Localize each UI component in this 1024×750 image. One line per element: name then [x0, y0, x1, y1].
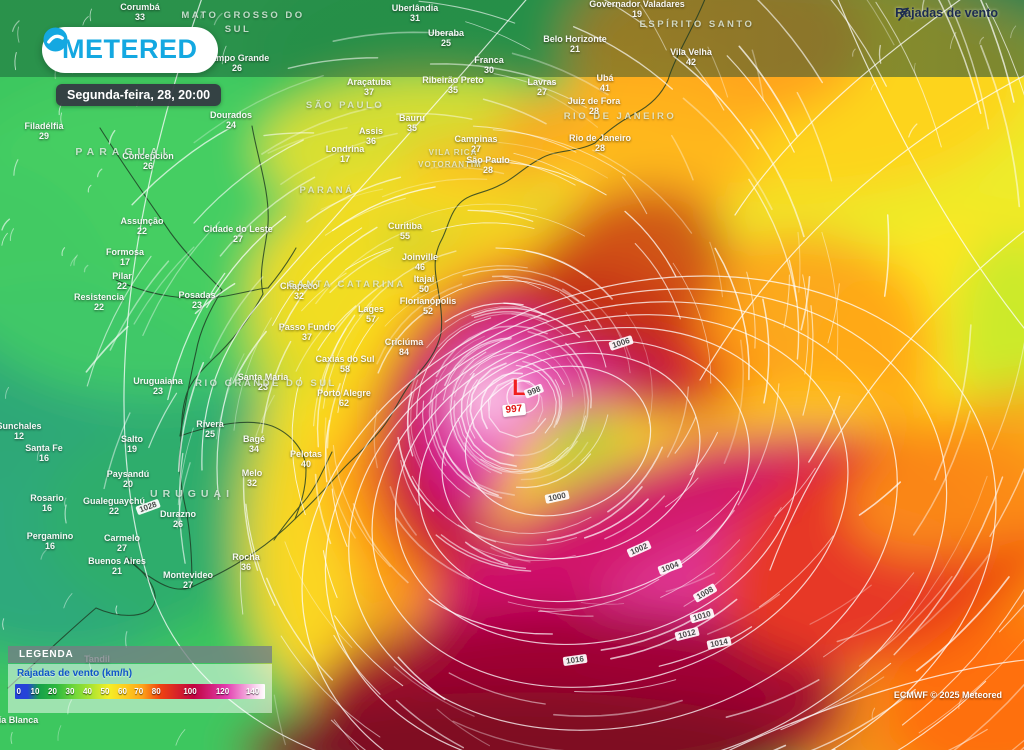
- meteored-logo[interactable]: METE RED: [42, 27, 218, 73]
- city-label: Ubá 41: [596, 73, 614, 93]
- city-label: Rivera 25: [196, 419, 224, 439]
- city-label: Posadas 23: [178, 290, 216, 310]
- city-label: Resistencia 22: [73, 292, 125, 312]
- legend-tick: 0: [16, 687, 21, 696]
- city-label: Filadélfia 29: [24, 121, 64, 141]
- city-label: Rio de Janeiro 28: [568, 133, 632, 153]
- city-label: Uberlândia 31: [391, 3, 439, 23]
- city-label: Pergamino 16: [26, 531, 74, 551]
- city-label: Carmelo 27: [103, 533, 141, 553]
- city-label: Bauru 35: [398, 113, 426, 133]
- city-label: Pilar 22: [112, 271, 132, 291]
- region-label: MATO GROSSO DO: [181, 10, 305, 21]
- legend-panel: Rajadas de vento (km/h) 0 10 20 30 40 50 60 70 8…: [8, 664, 272, 713]
- city-label: Bagé 34: [242, 434, 266, 454]
- legend-colorbar: 0 10 20 30 40 50 60 70 80 100 120 140: [15, 684, 265, 699]
- logo-text-prefix: METE: [62, 34, 140, 64]
- legend-title-bar: LEGENDA: [8, 646, 272, 663]
- region-label: VOTORANTIM: [418, 160, 482, 169]
- region-label: RIO DE JANEIRO: [563, 111, 677, 122]
- isobar-label: 1006: [608, 335, 634, 351]
- region-label: PARAGUAI: [75, 146, 171, 158]
- attribution: ECMWF © 2025 Meteored: [893, 690, 1002, 700]
- city-label: Curitiba 55: [387, 221, 423, 241]
- legend-tick: 70: [134, 687, 144, 696]
- city-label: Passo Fundo 37: [278, 322, 336, 342]
- legend-tick: 80: [151, 687, 161, 696]
- isobar-label: 1012: [674, 626, 700, 642]
- region-label: PARANÁ: [299, 185, 355, 196]
- city-label: Formosa 17: [105, 247, 145, 267]
- low-pressure-value: 997: [502, 402, 526, 418]
- city-label: Joinville 46: [401, 252, 439, 272]
- city-label: Governador Valadares 19: [589, 0, 685, 19]
- city-label: Lages 57: [357, 304, 385, 324]
- city-label: Porto Alegre 62: [317, 388, 371, 408]
- city-label: Franca 30: [474, 55, 504, 75]
- region-label: RIO GRANDE DO SUL: [195, 378, 337, 389]
- city-label: Criciúma 84: [384, 337, 424, 357]
- legend-tick: 40: [83, 687, 92, 696]
- legend-tick: 20: [48, 687, 57, 696]
- city-label: Rosario 16: [30, 493, 64, 513]
- city-label: Corumbá 33: [120, 2, 160, 22]
- city-label: Cidade do Leste 27: [203, 224, 273, 244]
- city-label: Uruguaiana 23: [133, 376, 183, 396]
- city-label: Pelotas 40: [289, 449, 323, 469]
- legend-tick: 140: [245, 687, 260, 696]
- region-label: VILA RICA: [428, 148, 478, 157]
- legend-tick: 60: [118, 687, 127, 696]
- city-label: Caxias do Sul 58: [315, 354, 375, 374]
- datetime-badge: Segunda-feira, 28, 20:00: [56, 84, 222, 106]
- city-label: Sunchales 12: [0, 421, 42, 441]
- region-label: SUL: [224, 24, 252, 35]
- city-label: Santa Fe 16: [25, 443, 63, 463]
- city-label: Londrina 17: [325, 144, 365, 164]
- city-label: Assunção 22: [120, 216, 164, 236]
- isobar-label: 1000: [544, 490, 570, 504]
- city-label: Salto 19: [120, 434, 144, 454]
- city-label: Vila Velha 42: [670, 47, 712, 67]
- city-label: Lavras 27: [527, 77, 557, 97]
- region-label: ESPÍRITO SANTO: [639, 19, 755, 30]
- layer-selector[interactable]: Rajadas de vento: [895, 6, 998, 21]
- city-label: Uberaba 25: [427, 28, 465, 48]
- city-label: Belo Horizonte 21: [543, 34, 607, 54]
- isobar-label: 1008: [692, 583, 718, 603]
- legend-tick: 100: [183, 687, 197, 696]
- legend-variable-label: Rajadas de vento (km/h): [17, 668, 133, 679]
- city-label: Buenos Aires 21: [88, 556, 146, 576]
- low-pressure-symbol: L: [512, 375, 526, 400]
- region-label: SÃO PAULO: [305, 100, 385, 111]
- legend-tick: 120: [215, 687, 230, 696]
- layer-name: Rajadas de vento: [895, 6, 998, 20]
- city-label: Paysandú 20: [106, 469, 150, 489]
- legend-tick: 30: [65, 687, 75, 696]
- city-label: Itajaí 50: [413, 274, 435, 294]
- city-label: Florianópolis 52: [399, 296, 457, 316]
- isobar-label: 1010: [689, 608, 715, 624]
- logo-text-suffix: RED: [139, 34, 198, 64]
- city-label: Araçatuba 37: [346, 77, 392, 97]
- isobar-label: 1002: [626, 540, 652, 558]
- city-label: Bahía Blanca: [0, 715, 39, 725]
- region-label: SANTA CATARINA: [288, 279, 406, 290]
- city-label: Montevideo 27: [162, 570, 214, 590]
- city-label: Melo 32: [241, 468, 263, 488]
- city-label: Durazno 26: [160, 509, 196, 529]
- isobar-label: 1014: [706, 636, 732, 650]
- legend-tick: 10: [30, 687, 40, 696]
- region-label: URUGUAI: [150, 488, 234, 500]
- city-label: Ribeirão Preto 35: [422, 75, 484, 95]
- isobar-label: 998: [523, 383, 545, 399]
- legend-tick: 50: [100, 687, 110, 696]
- isobar-label: 1016: [562, 653, 588, 667]
- city-label: Rocha 36: [232, 552, 260, 572]
- isobar-label: 1004: [657, 558, 683, 576]
- city-label: Dourados 24: [209, 110, 253, 130]
